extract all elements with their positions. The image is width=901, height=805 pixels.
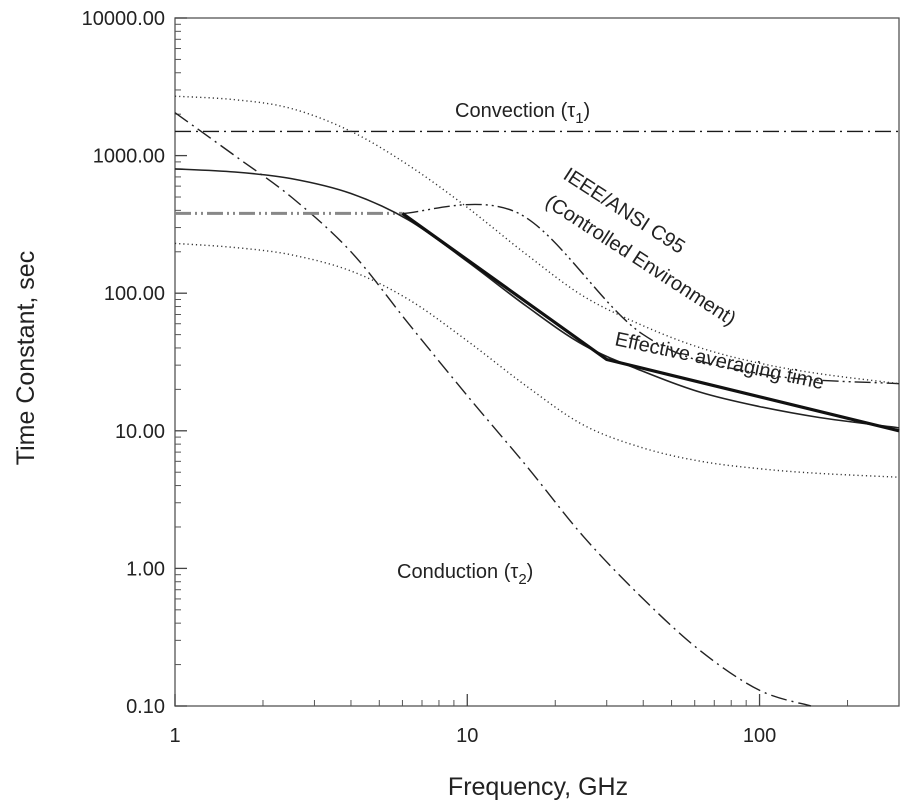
effective-averaging-label: Effective averaging time	[613, 328, 826, 394]
x-tick-label: 10	[456, 725, 478, 747]
axes: 10000.00 1000.00 100.00 10.00 1.00 0.101 10 100	[82, 8, 900, 747]
x-tick-label: 1	[169, 725, 180, 747]
plot-frame	[174, 17, 900, 707]
time-constant-curve	[174, 168, 900, 429]
conduction-curve	[174, 112, 812, 707]
convection-label: Convection (τ1)	[455, 100, 590, 127]
y-axis-title: Time Constant, sec	[12, 251, 40, 465]
series-layer	[174, 95, 900, 707]
x-axis-title: Frequency, GHz	[448, 773, 628, 801]
y-tick-label: 10.00	[115, 421, 165, 443]
upper-bound-curve	[174, 95, 900, 385]
y-tick-label: 1.00	[126, 558, 165, 580]
x-tick-label: 100	[743, 725, 776, 747]
y-tick-label: 100.00	[104, 283, 165, 305]
lower-bound-curve	[174, 242, 900, 478]
y-tick-label: 0.10	[126, 696, 165, 718]
conduction-label: Conduction (τ2)	[397, 561, 533, 588]
y-tick-label: 10000.00	[82, 8, 165, 30]
ieee-limit-curve	[402, 203, 900, 385]
y-tick-label: 1000.00	[93, 146, 165, 168]
effective-averaging-line	[401, 212, 900, 433]
